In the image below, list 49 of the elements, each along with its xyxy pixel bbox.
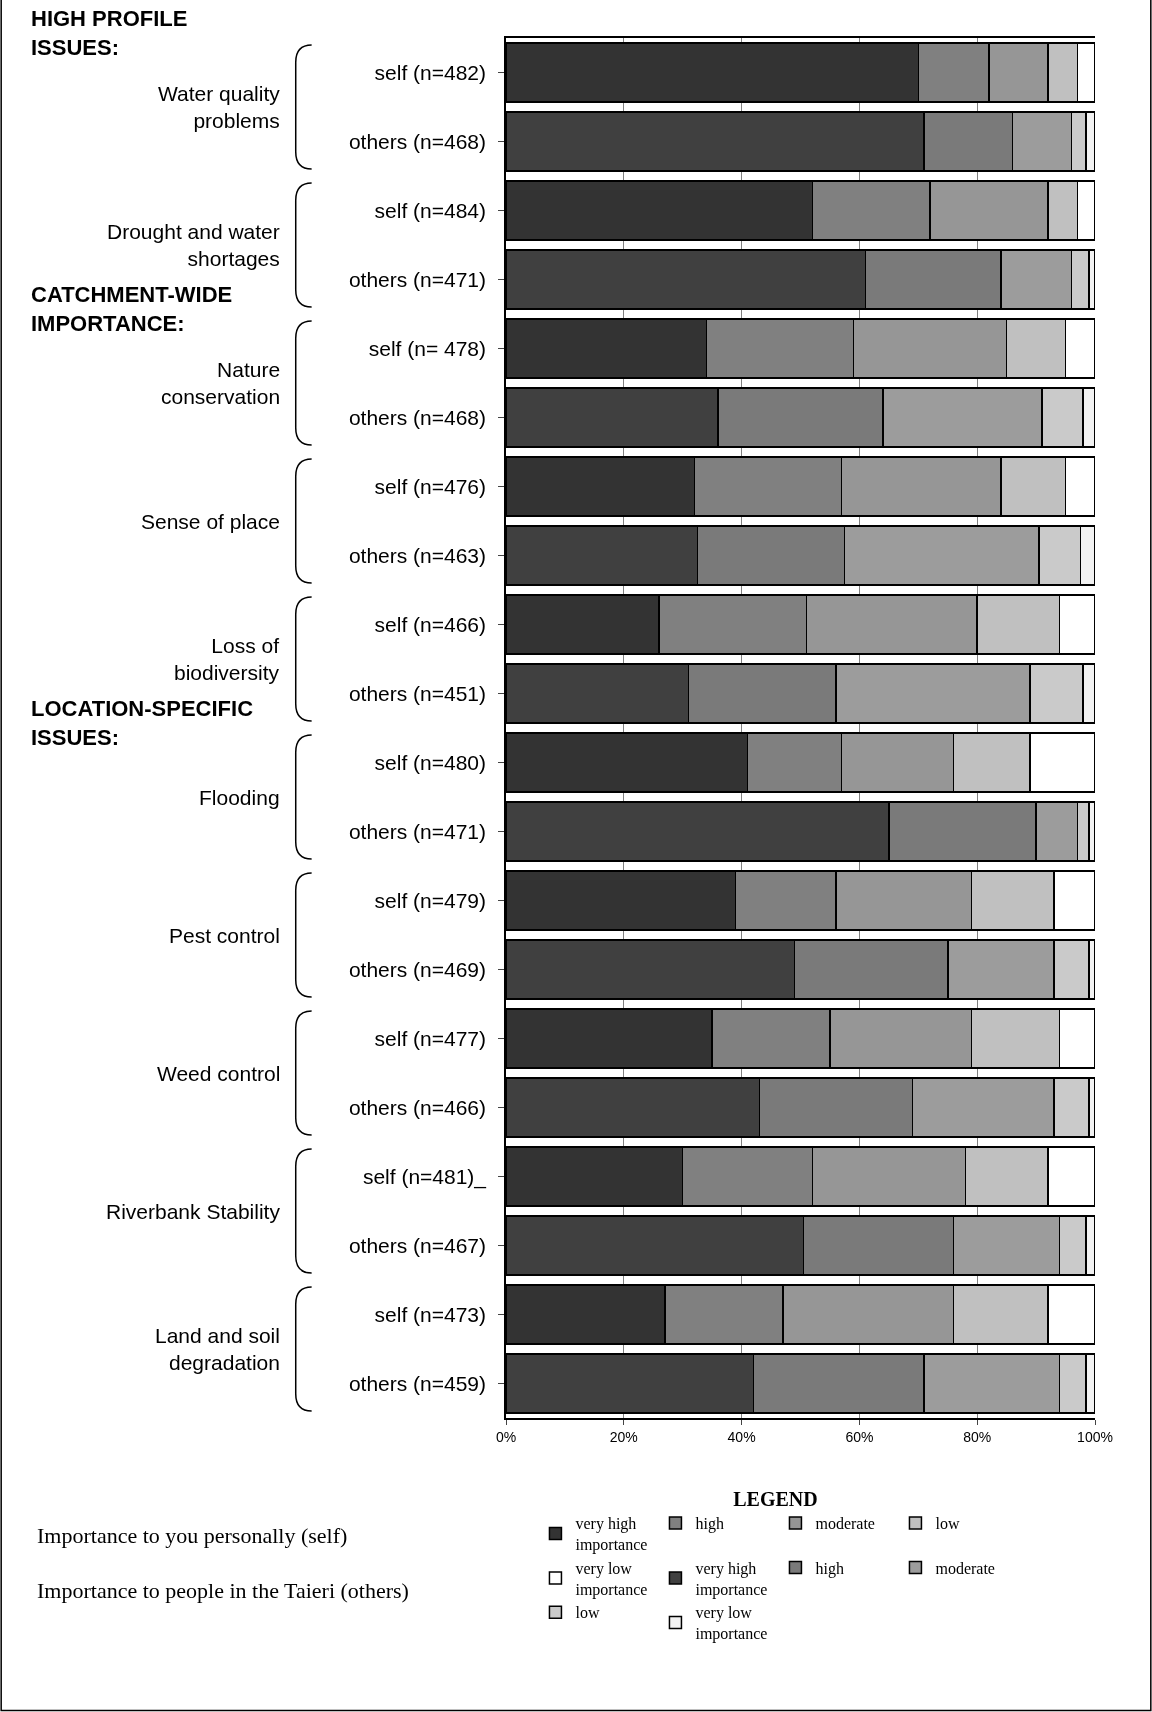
x-tick-label: 60% (845, 1428, 874, 1445)
y-tick-label: self (n=482) (374, 60, 487, 84)
legend-label: high (695, 1515, 724, 1534)
y-tick-label: self (n=476) (374, 474, 487, 498)
y-tick-label: others (n=466) (348, 1095, 487, 1119)
legend-title: LEGEND (733, 1488, 818, 1511)
y-tick-label: self (n=484) (374, 198, 487, 222)
y-tick-label: others (n=471) (348, 267, 487, 291)
x-tick-label: 80% (963, 1428, 992, 1445)
y-tick-label: self (n=479) (374, 888, 487, 912)
y-tick-label: others (n=471) (348, 819, 487, 843)
text: Water quality problems (158, 82, 281, 133)
y-tick-label: others (n=468) (348, 405, 487, 429)
legend-label: low (575, 1604, 600, 1622)
text: Loss of biodiversity (174, 634, 280, 685)
text: Drought and water shortages (107, 220, 280, 271)
y-tick-label: others (n=469) (348, 957, 487, 981)
y-tick-label: others (n=463) (348, 543, 487, 567)
y-tick-label: self (n=466) (374, 612, 487, 636)
x-tick-label: 0% (495, 1428, 517, 1445)
x-tick-label: 100% (1077, 1428, 1113, 1445)
legend-label: very low importance (695, 1604, 768, 1644)
text: Riverbank Stability (106, 1200, 281, 1223)
y-tick-label: self (n=473) (374, 1302, 487, 1326)
text: Importance to you personally (self) (37, 1523, 348, 1548)
y-tick-label: self (n=480) (374, 750, 487, 774)
text: Land and soil degradation (155, 1324, 280, 1375)
y-tick-label: others (n=451) (348, 681, 487, 705)
x-tick-label: 20% (609, 1428, 638, 1445)
y-tick-label: self (n=481)_ (362, 1164, 487, 1189)
text: HIGH PROFILE ISSUES: (31, 6, 188, 60)
text: Flooding (199, 786, 280, 809)
legend-label: low (935, 1515, 960, 1533)
text: Importance to people in the Taieri (others) (37, 1578, 409, 1603)
y-tick-label: others (n=468) (348, 129, 487, 153)
text: Nature conservation (161, 358, 281, 409)
legend-label: moderate (815, 1515, 875, 1533)
text: LOCATION-SPECIFIC ISSUES: (31, 696, 254, 750)
legend-label: high (815, 1559, 844, 1578)
legend-label: moderate (935, 1559, 995, 1577)
x-tick-label: 40% (727, 1428, 756, 1445)
text: CATCHMENT-WIDE IMPORTANCE: (31, 282, 233, 336)
y-tick-label: self (n=477) (374, 1026, 487, 1050)
y-tick-label: self (n= 478) (368, 336, 487, 360)
text: Sense of place (141, 510, 280, 533)
text: Weed control (157, 1062, 281, 1085)
y-tick-label: others (n=467) (348, 1233, 487, 1257)
y-tick-label: others (n=459) (348, 1371, 487, 1395)
text: Pest control (169, 924, 280, 947)
